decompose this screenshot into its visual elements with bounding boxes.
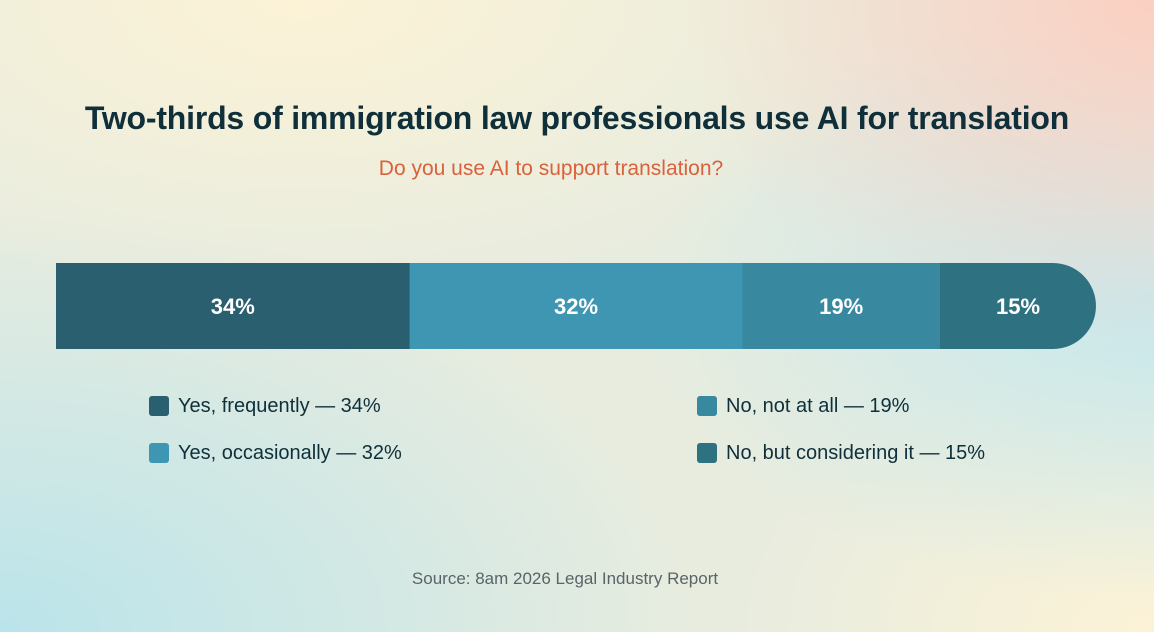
segment-label-yes-frequently: 34% — [211, 294, 255, 319]
chart-subtitle: Do you use AI to support translation? — [378, 157, 724, 180]
legend-item-yes-occasionally: Yes, occasionally — 32% — [149, 439, 402, 467]
legend-label-no-but-considering: No, but considering it — 15% — [726, 441, 986, 464]
legend-swatch-no-not-at-all — [697, 396, 717, 416]
legend-swatch-no-but-considering — [697, 443, 717, 463]
segment-label-no-but-considering: 15% — [996, 294, 1040, 319]
bar-segment-no-but-considering — [940, 263, 1096, 349]
bar-segment-no-not-at-all — [742, 263, 941, 349]
bar-segment-yes-frequently — [56, 263, 411, 349]
chart-title: Two-thirds of immigration law profession… — [84, 100, 1070, 136]
legend-item-yes-frequently: Yes, frequently — 34% — [149, 392, 381, 420]
legend-swatch-yes-frequently — [149, 396, 169, 416]
legend-label-yes-frequently: Yes, frequently — 34% — [178, 394, 381, 417]
segment-label-yes-occasionally: 32% — [554, 294, 598, 319]
legend-item-no-not-at-all: No, not at all — 19% — [697, 392, 909, 420]
legend-label-yes-occasionally: Yes, occasionally — 32% — [178, 441, 402, 464]
segment-label-no-not-at-all: 19% — [819, 294, 863, 319]
legend-item-no-but-considering: No, but considering it — 15% — [697, 439, 985, 467]
bar-segment-yes-occasionally — [409, 263, 743, 349]
legend-swatch-yes-occasionally — [149, 443, 169, 463]
legend-label-no-not-at-all: No, not at all — 19% — [726, 394, 910, 417]
source-note: Source: 8am 2026 Legal Industry Report — [411, 569, 719, 588]
